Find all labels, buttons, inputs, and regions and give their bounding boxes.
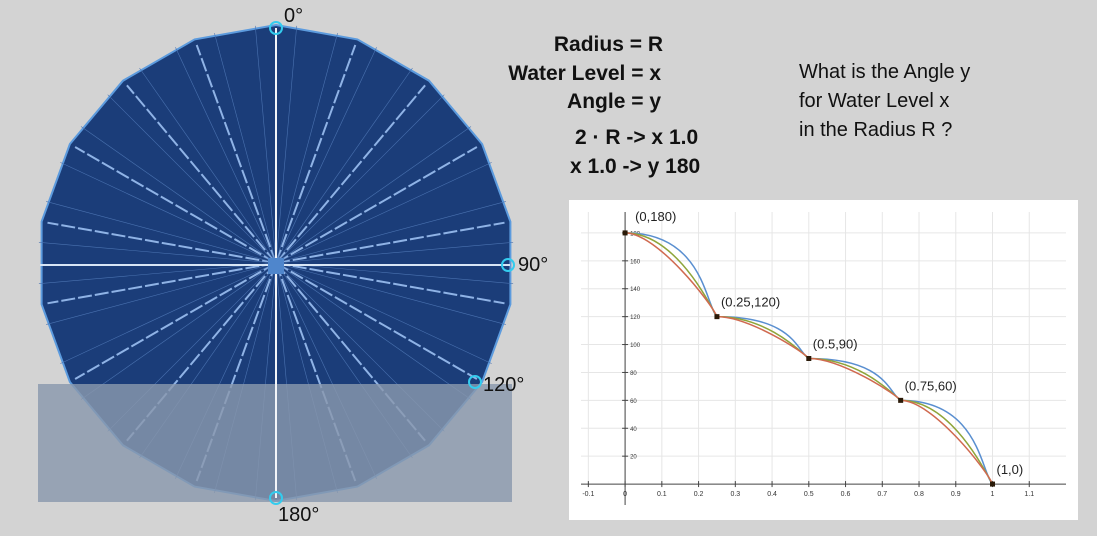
chart-panel: -0.1 0 0.1 0.2 0.3 0.4 0.5 0.6 0.7 0.8 0.9 1 1.1 20 40… [569,200,1078,520]
spoke-line [126,84,277,264]
marker-90-deg [501,258,515,272]
fine-spoke-line [46,262,277,325]
marker-0-deg [269,21,283,35]
question-line-3: in the Radius R ? [799,119,953,141]
fine-spoke-line [214,33,277,264]
fine-spoke-line [275,33,338,264]
fine-spoke-line [46,201,277,264]
ratio-radius-to-level: 2 · R -> x 1.0 [575,126,699,149]
spoke-line [275,44,357,264]
fine-spoke-line [60,262,277,364]
x-tick-label: -0.1 [582,491,594,498]
x-tick-label: 0.7 [877,491,887,498]
fine-spoke-line [275,67,413,264]
question-line-1: What is the Angle y [799,61,971,83]
fine-spoke-line [38,262,277,284]
x-tick-label: 0.4 [767,491,777,498]
x-tick-label: 0.8 [914,491,924,498]
key-point-marker [622,230,628,236]
fine-spoke-line [275,242,514,264]
y-tick-label: 160 [630,259,641,265]
key-point-label: (0.25,120) [721,295,780,310]
x-tick-label: 0.5 [804,491,814,498]
angle-label-lower-right: 120° [483,374,525,396]
spoke-line [195,44,277,264]
fine-spoke-line [255,25,277,264]
spoke-line [74,262,277,380]
question-line-2: for Water Level x [799,90,950,112]
spoke-line [275,262,505,305]
chart-grid [581,212,1066,485]
x-tick-label: 0.3 [730,491,740,498]
x-tick-label: 0.2 [694,491,704,498]
angle-label-top: 0° [284,5,304,27]
key-point-marker [898,397,904,403]
marker-180-deg [269,491,283,505]
fine-spoke-line [275,162,492,264]
x-tick-label: 1 [991,491,995,498]
fine-spoke-line [275,47,377,264]
fine-spoke-line [60,162,277,264]
fine-spoke-line [275,262,506,325]
y-tick-label: 40 [630,427,637,433]
angle-label-bottom: 180° [278,504,320,526]
spoke-line [47,262,277,305]
key-point-marker [806,356,812,361]
key-point-label: (0.75,60) [905,378,957,393]
y-tick-label: 140 [630,287,641,293]
fine-spoke-line [275,262,472,400]
y-tick-label: 120 [630,315,641,321]
x-tick-label: 1.1 [1024,491,1034,498]
center-hub [268,258,284,274]
definition-water-level: Water Level = x [508,62,661,85]
fine-spoke-line [139,67,277,264]
x-tick-label: 0.9 [951,491,961,498]
spoke-line [275,84,426,264]
fine-spoke-line [80,262,277,400]
spoke-line [275,146,478,264]
y-tick-label: 100 [630,343,641,349]
circle-diagram [38,21,515,505]
angle-curve-chart: -0.1 0 0.1 0.2 0.3 0.4 0.5 0.6 0.7 0.8 0.9 1 1.1 20 40… [581,209,1066,505]
fine-spoke-line [275,262,514,284]
key-point-label: (0,180) [635,209,676,224]
fine-spoke-line [107,94,277,264]
spoke-line [47,221,277,264]
ratio-level-to-angle: x 1.0 -> y 180 [570,155,701,178]
x-tick-label: 0.1 [657,491,667,498]
fine-spoke-line [38,242,277,264]
spoke-line [275,221,505,264]
fine-spoke-line [275,201,506,264]
fine-spoke-line [275,262,492,364]
key-point-marker [990,481,996,487]
spoke-line [275,262,478,380]
y-tick-label: 20 [630,455,637,461]
definition-radius: Radius = R [553,33,663,56]
key-point-marker [714,314,720,320]
angle-label-right: 90° [518,254,549,276]
x-tick-label: 0.6 [841,491,851,498]
marker-120-deg [468,375,482,389]
y-tick-label: 60 [630,399,637,405]
fine-spoke-line [275,126,472,264]
key-point-label: (1,0) [997,462,1024,477]
key-point-label: (0.5,90) [813,337,858,352]
definition-angle: Angle = y [567,90,661,113]
fine-spoke-line [275,25,297,264]
spoke-line [74,146,277,264]
fine-spoke-line [275,94,445,264]
fine-spoke-line [175,47,277,264]
x-tick-label: 0 [623,491,627,498]
fine-spoke-line [80,126,277,264]
y-tick-label: 80 [630,371,637,377]
